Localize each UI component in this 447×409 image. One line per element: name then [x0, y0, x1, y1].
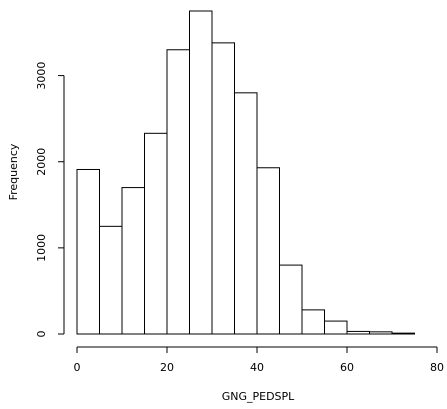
- histogram-bar-1: [99, 225, 123, 335]
- histogram-bar-12: [346, 330, 370, 335]
- histogram-bar-7: [234, 92, 258, 335]
- histogram-bar-0: [76, 168, 100, 335]
- x-axis-title: GNG_PEDSPL: [222, 390, 295, 403]
- y-tick-label-1: 1000: [35, 234, 48, 262]
- x-tick-label-2: 40: [250, 361, 264, 374]
- y-tick-label-0: 0: [35, 331, 48, 338]
- y-axis-title: Frequency: [7, 143, 20, 200]
- histogram-bar-3: [144, 132, 168, 335]
- histogram-bar-13: [369, 331, 393, 335]
- y-tick-label-2: 2000: [35, 148, 48, 176]
- histogram-bars: [76, 10, 415, 335]
- histogram-bar-4: [166, 49, 190, 335]
- x-tick-label-1: 20: [160, 361, 174, 374]
- y-tick-label-3: 3000: [35, 62, 48, 90]
- histogram-bar-9: [279, 264, 303, 335]
- y-axis: 0 1000 2000 3000: [35, 62, 65, 338]
- histogram-bar-8: [256, 167, 280, 335]
- histogram-bar-5: [189, 10, 213, 335]
- x-tick-label-0: 0: [74, 361, 81, 374]
- x-tick-label-4: 80: [430, 361, 444, 374]
- histogram-bar-2: [121, 187, 145, 335]
- x-axis: 0 20 40 60 80: [74, 346, 444, 374]
- histogram-bar-6: [211, 42, 235, 335]
- histogram-bar-11: [324, 320, 348, 335]
- histogram-bar-10: [301, 309, 325, 335]
- histogram-bar-14: [391, 332, 415, 335]
- x-tick-label-3: 60: [340, 361, 354, 374]
